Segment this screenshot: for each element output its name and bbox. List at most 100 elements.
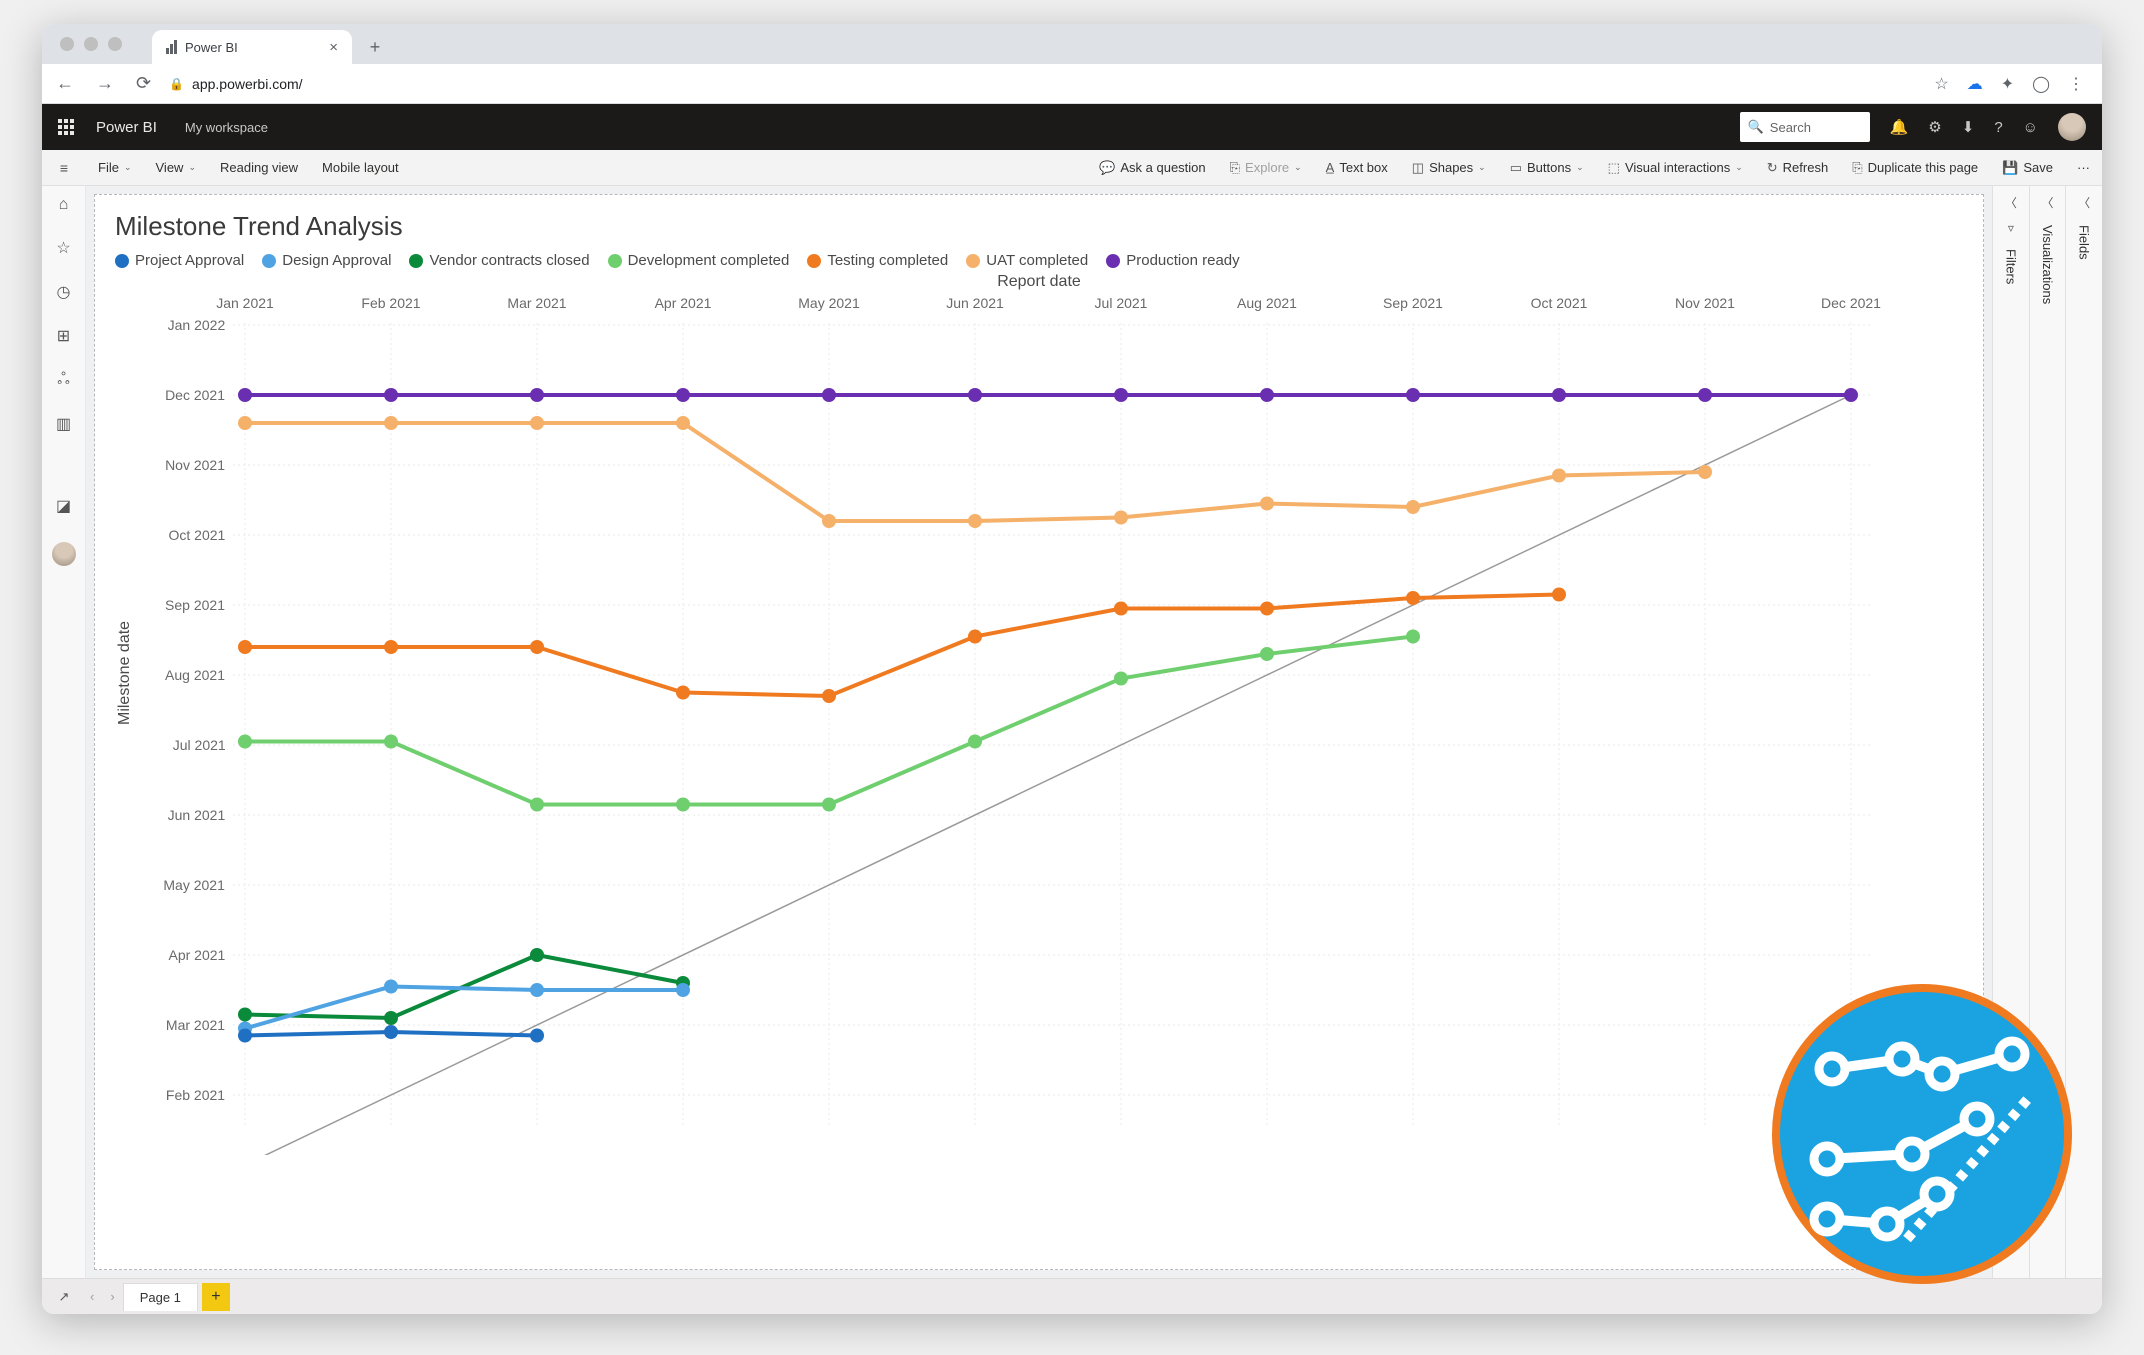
textbox-icon: A̲ xyxy=(1326,160,1335,175)
shapes-button[interactable]: ◫Shapes⌄ xyxy=(1400,160,1498,176)
legend-item[interactable]: Development completed xyxy=(608,252,790,269)
traffic-light[interactable] xyxy=(108,37,122,51)
workspaces-icon[interactable]: ◪ xyxy=(56,496,71,516)
legend-item[interactable]: Production ready xyxy=(1106,252,1239,269)
reload-button[interactable]: ⟳ xyxy=(132,73,155,94)
learn-icon[interactable]: ▥ xyxy=(56,414,71,434)
y-tick: Dec 2021 xyxy=(165,387,225,403)
legend-item[interactable]: Design Approval xyxy=(262,252,391,269)
y-tick: Feb 2021 xyxy=(166,1087,225,1103)
apps-icon[interactable]: ⊞ xyxy=(57,326,70,346)
close-tab-icon[interactable]: × xyxy=(329,39,338,56)
legend-item[interactable]: UAT completed xyxy=(966,252,1088,269)
view-menu[interactable]: View⌄ xyxy=(144,150,209,185)
x-tick: May 2021 xyxy=(798,295,859,311)
y-tick: Aug 2021 xyxy=(165,667,225,683)
y-tick: Mar 2021 xyxy=(166,1017,225,1033)
menu-icon[interactable]: ⋮ xyxy=(2068,74,2084,94)
expand-icon[interactable]: ↗ xyxy=(46,1289,82,1305)
filter-icon: ▿ xyxy=(2008,221,2014,235)
shared-icon[interactable]: ஃ xyxy=(57,370,70,390)
download-icon[interactable]: ⬇ xyxy=(1962,118,1975,136)
x-tick: Feb 2021 xyxy=(361,295,420,311)
ask-question-button[interactable]: 💬Ask a question xyxy=(1087,160,1217,176)
chat-icon: 💬 xyxy=(1099,160,1115,176)
search-icon: 🔍 xyxy=(1748,119,1764,135)
search-placeholder: Search xyxy=(1770,120,1811,135)
x-tick: Dec 2021 xyxy=(1821,295,1881,311)
report-canvas[interactable]: Milestone Trend Analysis Project Approva… xyxy=(94,194,1984,1270)
next-page-button[interactable]: › xyxy=(102,1289,122,1304)
powerbi-header: Power BI My workspace 🔍 Search 🔔 ⚙ ⬇ ? ☺ xyxy=(42,104,2102,150)
duplicate-page-button[interactable]: ⎘Duplicate this page xyxy=(1840,160,1990,176)
x-tick: Jun 2021 xyxy=(946,295,1004,311)
help-icon[interactable]: ? xyxy=(1994,119,2002,136)
filters-label: Filters xyxy=(2003,249,2018,284)
traffic-light[interactable] xyxy=(60,37,74,51)
recent-icon[interactable]: ◷ xyxy=(57,282,71,302)
extensions-icon[interactable]: ✦ xyxy=(2001,74,2014,94)
refresh-icon: ↻ xyxy=(1767,160,1778,176)
x-tick: Nov 2021 xyxy=(1675,295,1735,311)
favorites-icon[interactable]: ☆ xyxy=(56,238,70,258)
refresh-button[interactable]: ↻Refresh xyxy=(1755,160,1840,176)
interactions-icon: ⬚ xyxy=(1608,160,1620,176)
search-input[interactable]: 🔍 Search xyxy=(1740,112,1870,142)
settings-icon[interactable]: ⚙ xyxy=(1928,118,1941,136)
app-launcher-icon[interactable] xyxy=(58,119,74,135)
feedback-icon[interactable]: ☺ xyxy=(2023,119,2038,136)
prev-page-button[interactable]: ‹ xyxy=(82,1289,102,1304)
legend-item[interactable]: Vendor contracts closed xyxy=(409,252,589,269)
shapes-icon: ◫ xyxy=(1412,160,1424,176)
legend-item[interactable]: Testing completed xyxy=(807,252,948,269)
chevron-left-icon: 〈 xyxy=(2042,194,2054,211)
chart-title: Milestone Trend Analysis xyxy=(95,195,1983,248)
x-axis-label: Report date xyxy=(95,273,1983,291)
buttons-icon: ▭ xyxy=(1510,160,1522,176)
page-tab[interactable]: Page 1 xyxy=(123,1283,198,1311)
browser-tab[interactable]: Power BI × xyxy=(152,30,352,64)
url-text: app.powerbi.com/ xyxy=(192,76,303,92)
add-page-button[interactable]: + xyxy=(202,1283,230,1311)
save-button[interactable]: 💾Save xyxy=(1990,160,2065,176)
reading-view-button[interactable]: Reading view xyxy=(208,150,310,185)
my-workspace-icon[interactable] xyxy=(52,542,76,566)
explore-button[interactable]: ⎘Explore⌄ xyxy=(1218,160,1314,176)
forward-button[interactable]: → xyxy=(92,73,118,94)
cloud-icon[interactable]: ☁ xyxy=(1967,74,1983,94)
chevron-left-icon: 〈 xyxy=(2005,194,2017,211)
file-menu[interactable]: File⌄ xyxy=(86,150,144,185)
new-tab-button[interactable]: + xyxy=(360,32,390,62)
visual-interactions-button[interactable]: ⬚Visual interactions⌄ xyxy=(1596,160,1755,176)
y-tick: Jun 2021 xyxy=(168,807,226,823)
url-display[interactable]: 🔒 app.powerbi.com/ xyxy=(169,76,302,92)
traffic-light[interactable] xyxy=(84,37,98,51)
user-avatar[interactable] xyxy=(2058,113,2086,141)
home-icon[interactable]: ⌂ xyxy=(59,196,69,214)
y-tick: Sep 2021 xyxy=(165,597,225,613)
profile-icon[interactable]: ◯ xyxy=(2032,74,2050,94)
back-button[interactable]: ← xyxy=(52,73,78,94)
duplicate-icon: ⎘ xyxy=(1852,160,1862,176)
workspace-label[interactable]: My workspace xyxy=(185,120,268,135)
fields-label: Fields xyxy=(2077,225,2092,260)
nav-toggle-icon[interactable]: ≡ xyxy=(42,160,86,176)
y-tick: May 2021 xyxy=(163,877,224,893)
notifications-icon[interactable]: 🔔 xyxy=(1890,118,1909,136)
left-nav-rail: ⌂ ☆ ◷ ⊞ ஃ ▥ ◪ xyxy=(42,186,86,1278)
chevron-left-icon: 〈 xyxy=(2078,194,2090,211)
buttons-button[interactable]: ▭Buttons⌄ xyxy=(1498,160,1596,176)
textbox-button[interactable]: A̲Text box xyxy=(1314,160,1400,175)
more-options-button[interactable]: ··· xyxy=(2065,160,2102,175)
star-icon[interactable]: ☆ xyxy=(1934,74,1948,94)
save-icon: 💾 xyxy=(2002,160,2018,176)
mobile-layout-button[interactable]: Mobile layout xyxy=(310,150,411,185)
x-tick: Jul 2021 xyxy=(1095,295,1148,311)
lock-icon: 🔒 xyxy=(169,77,184,91)
chart-plot: Milestone date Jan 2021Feb 2021Mar 2021A… xyxy=(125,295,1953,1155)
legend-item[interactable]: Project Approval xyxy=(115,252,244,269)
report-toolbar: ≡ File⌄ View⌄ Reading view Mobile layout… xyxy=(42,150,2102,186)
y-tick: Jul 2021 xyxy=(173,737,226,753)
brand-label[interactable]: Power BI xyxy=(96,119,157,136)
x-tick: Oct 2021 xyxy=(1531,295,1588,311)
